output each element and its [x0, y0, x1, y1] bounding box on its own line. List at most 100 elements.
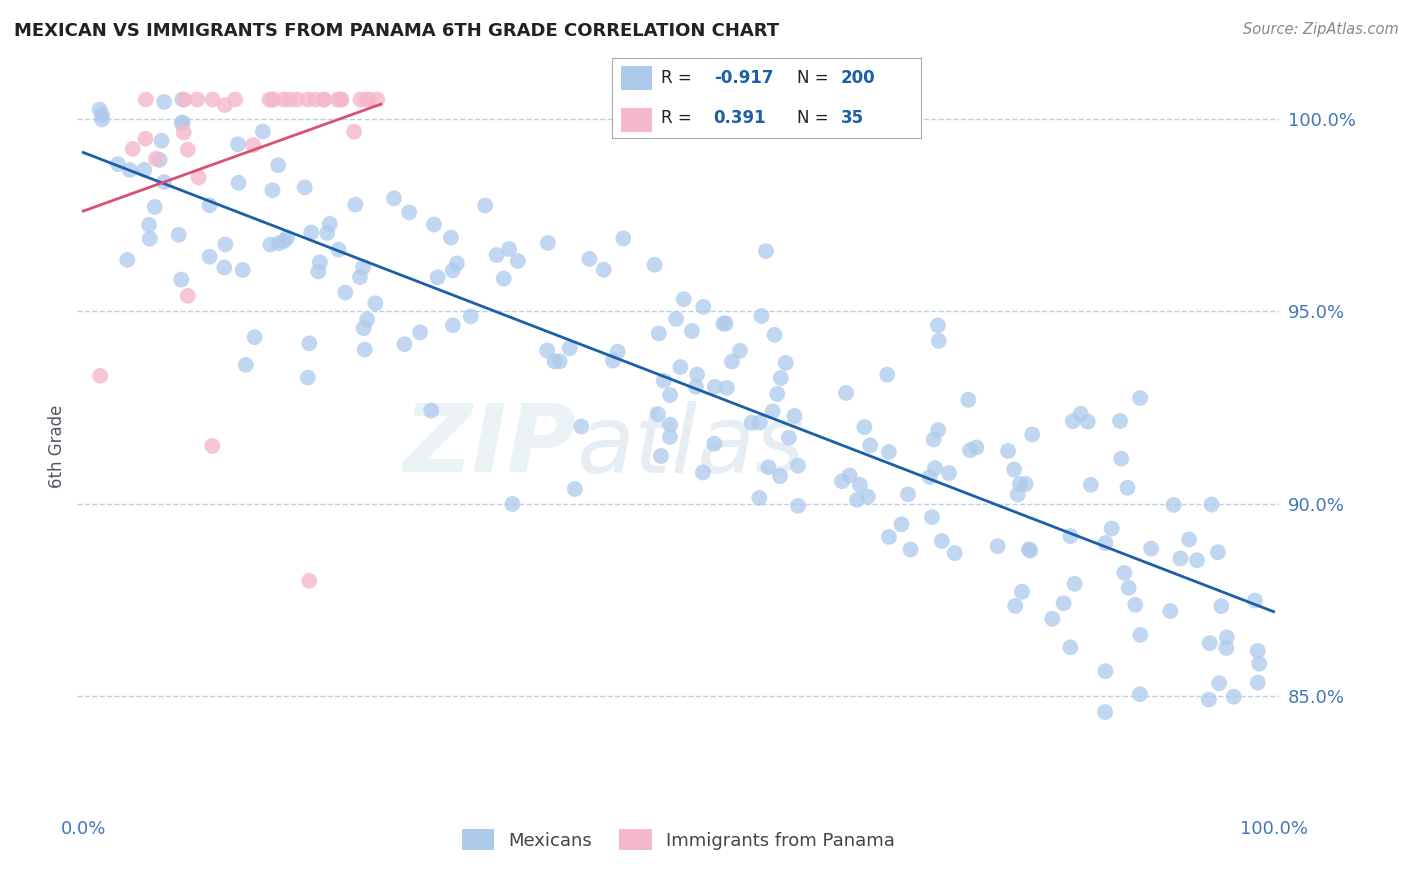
Point: [228, 176, 250, 190]
Point: [924, 461, 946, 475]
Point: [1008, 476, 1031, 491]
Point: [242, 138, 264, 153]
Point: [423, 218, 446, 232]
Point: [364, 296, 387, 310]
Point: [1080, 477, 1102, 491]
Point: [150, 134, 173, 148]
Point: [440, 230, 463, 244]
Point: [721, 354, 744, 368]
Point: [366, 93, 388, 107]
Point: [1198, 692, 1220, 706]
Point: [359, 93, 381, 107]
Point: [353, 343, 375, 357]
Point: [1178, 533, 1201, 547]
Point: [187, 170, 209, 185]
Point: [922, 433, 945, 447]
Point: [352, 260, 374, 274]
Point: [312, 93, 335, 107]
Point: [741, 416, 763, 430]
Point: [748, 416, 770, 430]
Text: ZIP: ZIP: [404, 400, 576, 492]
Point: [330, 93, 353, 107]
Text: N =: N =: [797, 109, 834, 128]
Point: [1215, 640, 1237, 655]
Point: [297, 93, 319, 107]
Point: [897, 487, 920, 501]
Point: [548, 354, 571, 368]
Point: [1059, 529, 1081, 543]
Text: -0.917: -0.917: [714, 69, 773, 87]
Text: atlas: atlas: [576, 401, 804, 491]
Point: [647, 407, 669, 421]
Point: [703, 437, 725, 451]
Point: [877, 530, 900, 544]
Point: [876, 368, 898, 382]
Point: [714, 317, 737, 331]
Point: [262, 183, 284, 197]
Point: [224, 93, 246, 107]
Point: [186, 93, 208, 107]
Point: [426, 270, 449, 285]
Point: [927, 318, 949, 333]
Point: [900, 542, 922, 557]
Point: [299, 226, 322, 240]
Point: [107, 157, 129, 171]
Point: [763, 327, 786, 342]
Point: [1052, 596, 1074, 610]
Point: [267, 158, 290, 172]
Text: R =: R =: [661, 69, 697, 87]
Point: [692, 300, 714, 314]
Point: [173, 93, 195, 107]
Point: [446, 256, 468, 270]
Point: [1007, 487, 1029, 501]
Point: [398, 205, 420, 219]
Point: [285, 93, 308, 107]
Point: [134, 162, 156, 177]
Point: [703, 380, 725, 394]
Point: [578, 252, 600, 266]
Point: [1109, 451, 1132, 466]
Point: [838, 468, 860, 483]
Point: [307, 264, 329, 278]
Point: [117, 252, 139, 267]
Point: [1062, 414, 1084, 428]
Point: [853, 420, 876, 434]
Point: [89, 103, 111, 117]
Point: [652, 374, 675, 388]
Point: [502, 497, 524, 511]
Point: [1077, 415, 1099, 429]
Point: [1094, 664, 1116, 678]
Point: [1249, 657, 1271, 671]
Point: [755, 244, 778, 259]
Point: [778, 431, 800, 445]
Point: [1004, 599, 1026, 613]
Point: [1040, 612, 1063, 626]
Point: [1116, 481, 1139, 495]
Bar: [621, 66, 652, 90]
Point: [319, 217, 342, 231]
Point: [890, 517, 912, 532]
Point: [1129, 687, 1152, 701]
Point: [918, 470, 941, 484]
Point: [1211, 599, 1233, 614]
Point: [648, 326, 671, 341]
Point: [232, 263, 254, 277]
Point: [259, 237, 281, 252]
Point: [1019, 543, 1042, 558]
Point: [420, 403, 443, 417]
Point: [728, 343, 751, 358]
Point: [91, 112, 114, 127]
Point: [1101, 522, 1123, 536]
Text: 0.391: 0.391: [714, 109, 766, 128]
Point: [1247, 644, 1270, 658]
Point: [177, 289, 200, 303]
Point: [602, 353, 624, 368]
Point: [1109, 414, 1132, 428]
Point: [273, 234, 295, 248]
Point: [713, 317, 735, 331]
Point: [259, 93, 281, 107]
Point: [846, 492, 869, 507]
Point: [460, 310, 482, 324]
Point: [787, 499, 810, 513]
Point: [276, 230, 298, 244]
